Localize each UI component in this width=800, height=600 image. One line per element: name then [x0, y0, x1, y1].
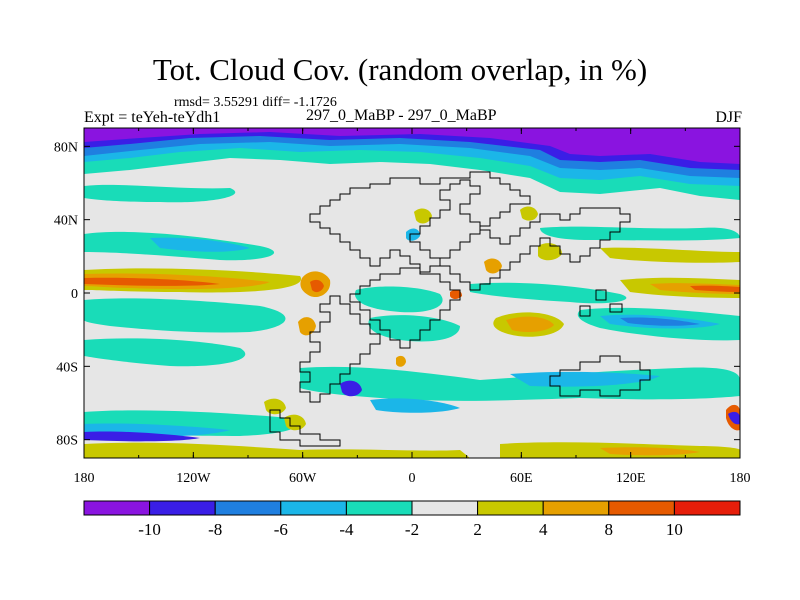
- lon-axis: 180 120W 60W 0 60E 120E 180: [74, 128, 751, 486]
- lon-tick-label: 180: [730, 471, 751, 486]
- lat-tick-label: 80S: [56, 434, 78, 449]
- coastline-antarctic-peninsula: [269, 409, 341, 447]
- colorbar: -10 -8 -6 -4 -2 2 4 8 10: [83, 500, 741, 539]
- cloud-anomaly-patch: [484, 258, 502, 274]
- arctic-anomaly-region: [84, 128, 740, 164]
- cloud-anomaly-patch: [310, 279, 324, 293]
- colorbar-swatch: [608, 500, 675, 516]
- colorbar-swatch: [411, 500, 479, 516]
- colorbar-label: 8: [605, 520, 614, 539]
- cloud-anomaly-patch: [84, 338, 246, 367]
- colorbar-swatch: [477, 500, 544, 516]
- season-label: DJF: [715, 109, 742, 126]
- colorbar-label: -6: [274, 520, 288, 539]
- cloud-anomaly-patch: [450, 289, 462, 299]
- coastline-maritime-continent: [579, 289, 623, 317]
- coastline-north-america: [309, 171, 531, 273]
- colorbar-label: 4: [539, 520, 548, 539]
- lat-tick-label: 40N: [54, 214, 78, 229]
- cloud-anomaly-patch: [298, 317, 316, 336]
- colorbar-label: -8: [208, 520, 222, 539]
- lon-tick-label: 60W: [289, 471, 317, 486]
- cloud-anomaly-patch: [84, 298, 286, 333]
- coastline: [269, 171, 651, 447]
- lat-tick-label: 0: [71, 287, 78, 302]
- lat-axis: 80N 40N 0 40S 80S: [54, 140, 740, 449]
- lon-tick-label: 0: [409, 471, 416, 486]
- cloud-anomaly-patch: [540, 226, 740, 241]
- lon-tick-label: 60E: [510, 471, 533, 486]
- cloud-anomaly-patch: [538, 243, 562, 261]
- experiment-label: Expt = teYeh-teYdh1: [84, 109, 221, 126]
- cloud-anomaly-patch: [84, 277, 220, 286]
- cloud-anomaly-patch: [520, 206, 538, 221]
- colorbar-label: -10: [138, 520, 161, 539]
- colorbar-label: 10: [666, 520, 683, 539]
- cloud-anomaly-patch: [396, 355, 406, 367]
- map-title: Tot. Cloud Cov. (random overlap, in %): [152, 52, 648, 87]
- lon-tick-label: 180: [74, 471, 95, 486]
- cloud-anomaly-patch: [620, 317, 700, 326]
- cloud-anomaly-patch: [600, 247, 740, 263]
- lon-tick-label: 120W: [176, 471, 211, 486]
- stats-label: rmsd= 3.55291 diff= -1.1726: [174, 95, 337, 110]
- comparison-label: 297_0_MaBP - 297_0_MaBP: [306, 107, 497, 124]
- cloud-anomaly-patch: [414, 208, 432, 224]
- cloud-anomaly-patch: [84, 184, 236, 203]
- cloud-anomaly-patch: [84, 431, 200, 442]
- colorbar-label: -2: [405, 520, 419, 539]
- cloud-anomaly-patch: [370, 398, 460, 413]
- colorbar-swatch: [542, 500, 610, 516]
- colorbar-label: -4: [339, 520, 354, 539]
- cloud-anomaly-patch: [340, 380, 362, 397]
- lat-tick-label: 80N: [54, 140, 78, 155]
- colorbar-swatch: [280, 500, 347, 516]
- colorbar-swatch: [214, 500, 282, 516]
- cloud-anomaly-patch: [354, 286, 443, 313]
- colorbar-swatch: [345, 500, 413, 516]
- lat-tick-label: 40S: [56, 360, 78, 375]
- colorbar-swatch: [673, 500, 741, 516]
- coastline-africa: [349, 267, 461, 349]
- cloud-anomaly-patch: [506, 316, 554, 333]
- cloud-anomaly-patch: [728, 411, 740, 425]
- coastline-eurasia: [409, 179, 631, 291]
- coastline-australia: [549, 355, 651, 397]
- cloud-anomaly-patch: [510, 371, 660, 387]
- cloud-anomaly-patch: [600, 447, 700, 456]
- colorbar-label: 2: [473, 520, 482, 539]
- coastline-south-america: [299, 295, 381, 403]
- anomaly-field: [84, 128, 740, 458]
- cloud-anomaly-patch: [470, 282, 627, 304]
- cloud-anomaly-patch: [690, 285, 740, 292]
- cloud-anomaly-patch: [368, 315, 460, 342]
- lon-tick-label: 120E: [616, 471, 646, 486]
- colorbar-swatch: [83, 500, 151, 516]
- cloud-anomaly-patch: [84, 442, 470, 458]
- colorbar-swatch: [149, 500, 216, 516]
- cloud-anomaly-patch: [150, 237, 250, 252]
